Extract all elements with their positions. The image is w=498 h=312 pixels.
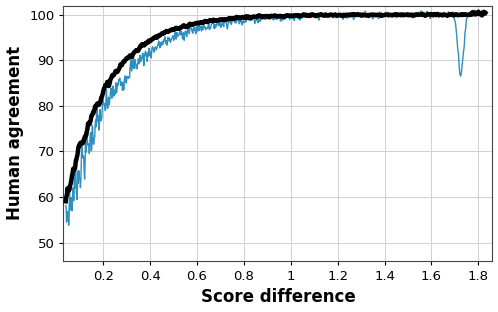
Y-axis label: Human agreement: Human agreement [5, 46, 23, 220]
X-axis label: Score difference: Score difference [201, 289, 355, 306]
